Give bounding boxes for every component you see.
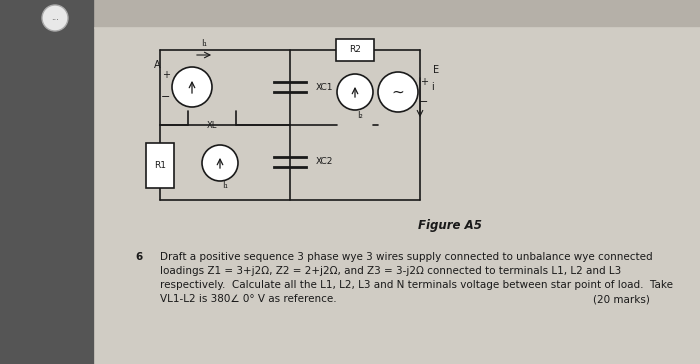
Text: VL1-L2 is 380∠ 0° V as reference.: VL1-L2 is 380∠ 0° V as reference. bbox=[160, 294, 337, 304]
Circle shape bbox=[378, 72, 418, 112]
Text: XC2: XC2 bbox=[315, 158, 332, 166]
Text: E: E bbox=[433, 65, 439, 75]
Text: −: − bbox=[419, 97, 428, 107]
Text: Draft a positive sequence 3 phase wye 3 wires supply connected to unbalance wye : Draft a positive sequence 3 phase wye 3 … bbox=[160, 252, 652, 262]
Text: 6: 6 bbox=[135, 252, 142, 262]
Bar bbox=[146, 143, 174, 188]
Text: loadings Z1 = 3+j2Ω, Z2 = 2+j2Ω, and Z3 = 3-j2Ω connected to terminals L1, L2 an: loadings Z1 = 3+j2Ω, Z2 = 2+j2Ω, and Z3 … bbox=[160, 266, 622, 276]
Text: R1: R1 bbox=[154, 161, 166, 170]
Text: (20 marks): (20 marks) bbox=[593, 294, 650, 304]
Circle shape bbox=[337, 74, 373, 110]
Text: +: + bbox=[420, 77, 428, 87]
Bar bbox=[0, 0, 95, 364]
Text: respectively.  Calculate all the L1, L2, L3 and N terminals voltage between star: respectively. Calculate all the L1, L2, … bbox=[160, 280, 673, 290]
Bar bbox=[336, 39, 374, 61]
Bar bbox=[95, 0, 700, 28]
Bar bbox=[95, 28, 700, 364]
Circle shape bbox=[42, 5, 68, 31]
Text: i: i bbox=[430, 82, 433, 92]
Text: I₂: I₂ bbox=[357, 111, 363, 120]
Text: ...: ... bbox=[51, 13, 59, 23]
Text: R2: R2 bbox=[349, 46, 361, 55]
Circle shape bbox=[172, 67, 212, 107]
Text: XC1: XC1 bbox=[315, 83, 332, 91]
Text: +: + bbox=[162, 70, 170, 80]
Text: −: − bbox=[161, 92, 171, 102]
Text: A: A bbox=[154, 60, 160, 70]
Text: I₁: I₁ bbox=[222, 181, 228, 190]
Text: Figure A5: Figure A5 bbox=[418, 218, 482, 232]
Text: I₁: I₁ bbox=[201, 39, 207, 47]
Text: ~: ~ bbox=[391, 84, 405, 99]
Circle shape bbox=[202, 145, 238, 181]
Text: XL: XL bbox=[206, 120, 217, 130]
